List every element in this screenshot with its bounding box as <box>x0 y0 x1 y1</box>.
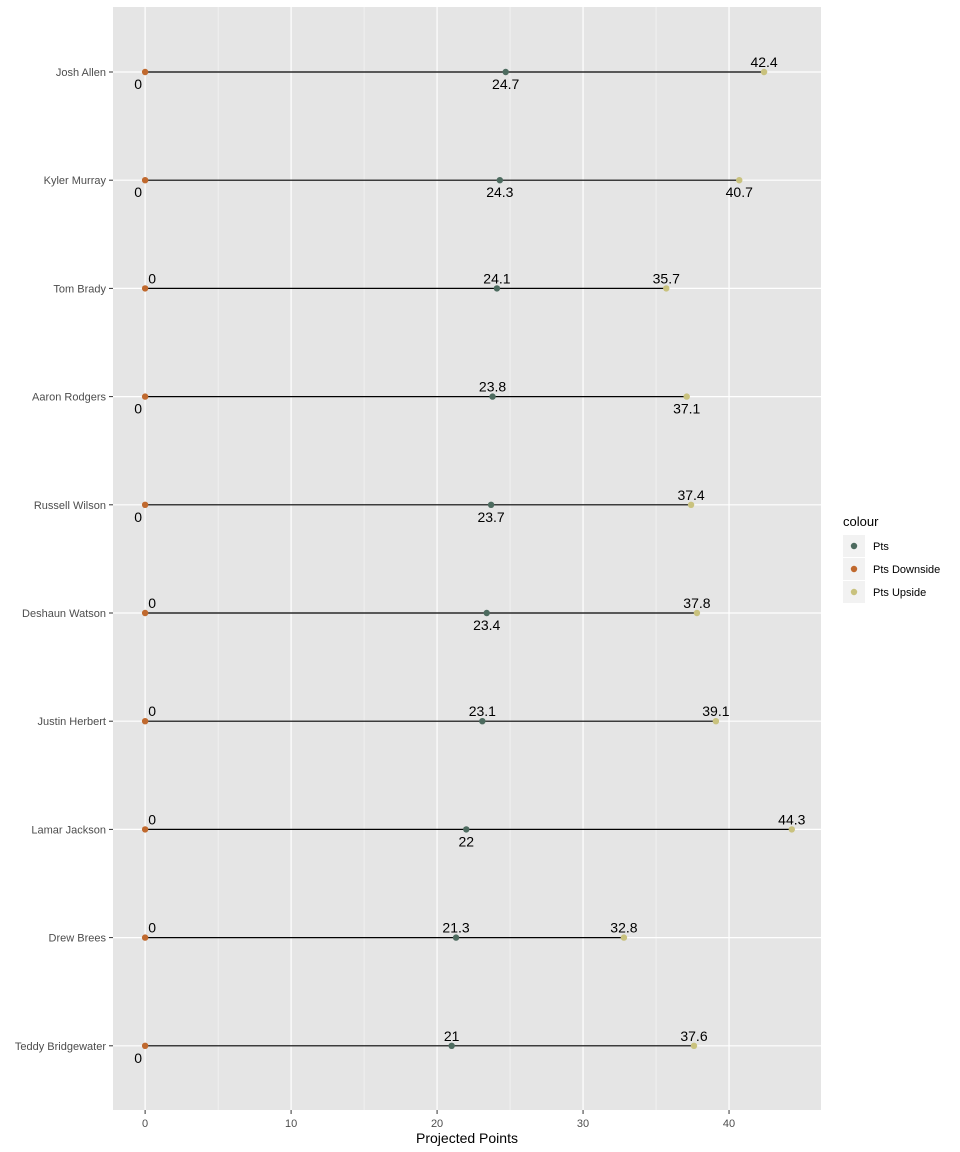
downside-label: 0 <box>148 270 156 286</box>
upside-point <box>693 609 701 617</box>
x-tick-label: 0 <box>142 1118 148 1130</box>
pts-point <box>496 177 504 184</box>
upside-label: 40.7 <box>726 184 753 200</box>
pts-label: 21 <box>444 1028 460 1044</box>
x-tick-label: 40 <box>723 1118 735 1130</box>
downside-point <box>141 393 149 400</box>
upside-label: 37.1 <box>673 401 700 417</box>
downside-point <box>141 609 149 617</box>
pts-point <box>463 826 470 833</box>
pts-point <box>489 393 496 400</box>
x-axis-title: Projected Points <box>416 1130 518 1146</box>
upside-label: 37.4 <box>677 487 704 503</box>
pts-label: 23.1 <box>469 703 496 719</box>
pts-label: 24.3 <box>486 184 513 200</box>
downside-label: 0 <box>134 1050 142 1066</box>
upside-point <box>683 393 690 400</box>
upside-point <box>690 1042 698 1050</box>
pts-label: 22 <box>458 833 474 849</box>
upside-label: 44.3 <box>778 811 805 827</box>
upside-label: 35.7 <box>653 270 680 286</box>
pts-point <box>502 68 509 76</box>
downside-label: 0 <box>148 703 156 719</box>
downside-point <box>141 501 149 508</box>
upside-point <box>620 934 628 941</box>
upside-label: 39.1 <box>702 703 729 719</box>
downside-label: 0 <box>134 509 142 525</box>
y-tick-label-player: Drew Brees <box>49 933 107 945</box>
legend-label: Pts Downside <box>873 564 940 576</box>
y-tick-label-player: Russell Wilson <box>34 500 106 512</box>
downside-point <box>141 68 149 76</box>
downside-label: 0 <box>134 184 142 200</box>
legend-title: colour <box>843 514 879 529</box>
pts-point <box>479 718 486 725</box>
y-tick-label-player: Deshaun Watson <box>22 608 106 620</box>
downside-point <box>141 285 149 292</box>
pts-point <box>448 1042 455 1050</box>
x-tick-label: 10 <box>285 1118 297 1130</box>
upside-point <box>687 501 695 508</box>
upside-point <box>736 177 743 184</box>
legend-label: Pts <box>873 541 889 553</box>
pts-point <box>493 285 501 292</box>
pts-point <box>483 609 490 617</box>
pts-label: 23.4 <box>473 617 500 633</box>
upside-label: 32.8 <box>610 920 637 936</box>
downside-point <box>141 1042 149 1050</box>
plot-panel <box>113 7 821 1110</box>
legend-label: Pts Upside <box>873 587 926 599</box>
legend-key-swatch <box>850 588 858 596</box>
y-tick-label-player: Tom Brady <box>53 283 106 295</box>
pts-point <box>452 934 460 941</box>
upside-label: 42.4 <box>750 54 777 70</box>
upside-point <box>663 285 670 292</box>
x-tick-label: 30 <box>577 1118 589 1130</box>
pts-label: 24.7 <box>492 76 519 92</box>
upside-point <box>712 718 720 725</box>
y-tick-label-player: Kyler Murray <box>44 175 107 187</box>
downside-label: 0 <box>134 401 142 417</box>
upside-point <box>788 826 796 833</box>
y-tick-label-player: Aaron Rodgers <box>32 392 106 404</box>
legend-key-swatch <box>850 565 858 573</box>
upside-label: 37.8 <box>683 595 710 611</box>
downside-label: 0 <box>148 920 156 936</box>
downside-point <box>141 177 149 184</box>
pts-label: 21.3 <box>442 920 469 936</box>
downside-label: 0 <box>148 811 156 827</box>
y-tick-label-player: Teddy Bridgewater <box>15 1041 106 1053</box>
upside-label: 37.6 <box>680 1028 707 1044</box>
x-tick-label: 20 <box>431 1118 443 1130</box>
pts-label: 24.1 <box>483 270 510 286</box>
y-tick-label-player: Josh Allen <box>56 67 106 79</box>
downside-label: 0 <box>148 595 156 611</box>
downside-point <box>141 826 149 833</box>
pts-point <box>487 501 495 508</box>
downside-label: 0 <box>134 76 142 92</box>
pts-label: 23.7 <box>477 509 504 525</box>
upside-point <box>760 68 768 76</box>
pts-label: 23.8 <box>479 379 506 395</box>
y-tick-label-player: Justin Herbert <box>38 716 106 728</box>
y-tick-label-player: Lamar Jackson <box>31 824 106 836</box>
legend-key-swatch <box>850 542 858 550</box>
downside-point <box>141 934 149 941</box>
downside-point <box>141 718 149 725</box>
